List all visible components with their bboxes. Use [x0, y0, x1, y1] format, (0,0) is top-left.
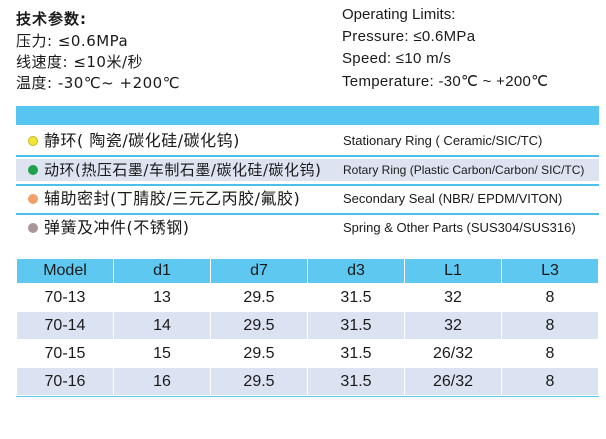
- pressure-zh: 压力: ≤0.6MPa: [16, 32, 129, 50]
- cell-d3: 31.5: [307, 311, 405, 340]
- pressure-en: Pressure: ≤0.6MPa: [342, 28, 476, 45]
- component-en: Secondary Seal (NBR/ EPDM/VITON): [343, 191, 563, 206]
- col-header-d1: d1: [113, 258, 211, 284]
- temperature-en: Temperature: -30℃ ~ +200℃: [342, 73, 549, 90]
- dimension-table: Model d1 d7 d3 L1 L3 70-13 13 29.5 31.5 …: [16, 258, 599, 396]
- cell-d1: 14: [113, 311, 211, 340]
- table-header-row: Model d1 d7 d3 L1 L3: [16, 258, 599, 284]
- speed-zh: 线速度: ≤10米/秒: [16, 53, 144, 71]
- component-en: Rotary Ring (Plastic Carbon/Carbon/ SIC/…: [343, 163, 585, 177]
- cell-model: 70-14: [16, 311, 114, 340]
- component-row-rotary: 动环(热压石墨/车制石墨/碳化硅/碳化钨) Rotary Ring (Plast…: [16, 159, 599, 181]
- cell-d3: 31.5: [307, 339, 405, 368]
- col-header-l3: L3: [501, 258, 599, 284]
- cell-l1: 32: [404, 311, 502, 340]
- component-zh: 静环( 陶瓷/碳化硅/碳化钨): [44, 131, 240, 150]
- component-row-secondary-seal: 辅助密封(丁腈胶/三元乙丙胶/氟胶) Secondary Seal (NBR/ …: [16, 188, 599, 210]
- bullet-dot-icon: [28, 136, 38, 146]
- cell-model: 70-16: [16, 367, 114, 396]
- bullet-dot-icon: [28, 223, 38, 233]
- header-band: [16, 106, 599, 125]
- bullet-dot-icon: [28, 194, 38, 204]
- limits-title-en: Operating Limits:: [342, 6, 456, 23]
- component-en: Spring & Other Parts (SUS304/SUS316): [343, 220, 576, 235]
- cell-l3: 8: [501, 283, 599, 312]
- col-header-l1: L1: [404, 258, 502, 284]
- cell-d1: 13: [113, 283, 211, 312]
- cell-d7: 29.5: [210, 339, 308, 368]
- cell-l3: 8: [501, 367, 599, 396]
- cell-l3: 8: [501, 339, 599, 368]
- component-row-stationary: 静环( 陶瓷/碳化硅/碳化钨) Stationary Ring ( Cerami…: [16, 130, 599, 152]
- component-zh: 动环(热压石墨/车制石墨/碳化硅/碳化钨): [44, 161, 322, 179]
- cell-d1: 15: [113, 339, 211, 368]
- component-row-spring: 弹簧及冲件(不锈钢) Spring & Other Parts (SUS304/…: [16, 217, 599, 239]
- table-row: 70-14 14 29.5 31.5 32 8: [16, 311, 599, 340]
- divider: [16, 184, 599, 186]
- divider: [16, 155, 599, 157]
- cell-d7: 29.5: [210, 311, 308, 340]
- cell-d3: 31.5: [307, 283, 405, 312]
- col-header-d7: d7: [210, 258, 308, 284]
- cell-d7: 29.5: [210, 283, 308, 312]
- col-header-d3: d3: [307, 258, 405, 284]
- table-row: 70-13 13 29.5 31.5 32 8: [16, 283, 599, 312]
- cell-model: 70-13: [16, 283, 114, 312]
- table-row: 70-15 15 29.5 31.5 26/32 8: [16, 339, 599, 368]
- limits-title-zh: 技术参数:: [16, 10, 87, 28]
- cell-d7: 29.5: [210, 367, 308, 396]
- cell-l1: 26/32: [404, 367, 502, 396]
- component-en: Stationary Ring ( Ceramic/SIC/TC): [343, 133, 543, 148]
- col-header-model: Model: [16, 258, 114, 284]
- divider: [16, 213, 599, 215]
- cell-l1: 26/32: [404, 339, 502, 368]
- cell-l3: 8: [501, 311, 599, 340]
- cell-d3: 31.5: [307, 367, 405, 396]
- component-zh: 弹簧及冲件(不锈钢): [44, 218, 190, 237]
- bullet-dot-icon: [28, 165, 38, 175]
- speed-en: Speed: ≤10 m/s: [342, 50, 452, 67]
- temperature-zh: 温度: -30℃~ +200℃: [16, 74, 181, 92]
- cell-d1: 16: [113, 367, 211, 396]
- cell-model: 70-15: [16, 339, 114, 368]
- table-row: 70-16 16 29.5 31.5 26/32 8: [16, 367, 599, 396]
- cell-l1: 32: [404, 283, 502, 312]
- table-bottom-rule: [16, 396, 599, 397]
- component-zh: 辅助密封(丁腈胶/三元乙丙胶/氟胶): [44, 189, 301, 208]
